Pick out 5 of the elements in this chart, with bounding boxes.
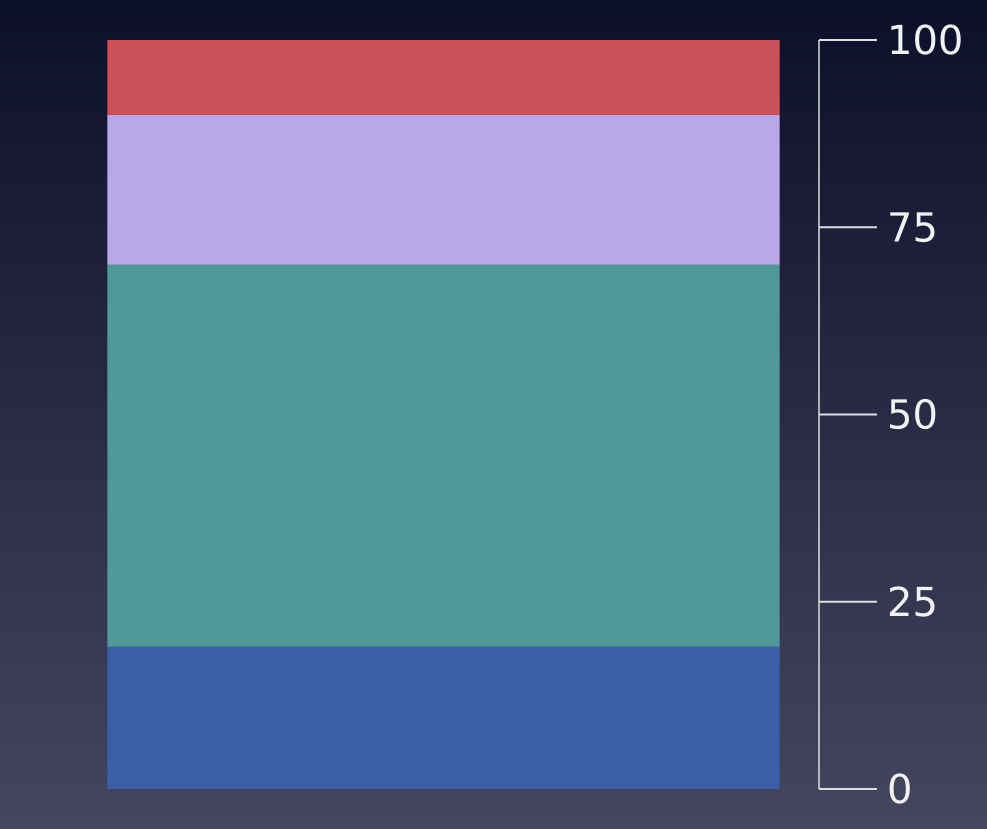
y-tick-label: 0 — [887, 767, 912, 813]
y-tick-label: 75 — [887, 205, 938, 252]
y-tick-label: 50 — [887, 392, 938, 438]
y-tick-label: 25 — [887, 580, 938, 626]
y-tick-label: 100 — [887, 18, 964, 64]
